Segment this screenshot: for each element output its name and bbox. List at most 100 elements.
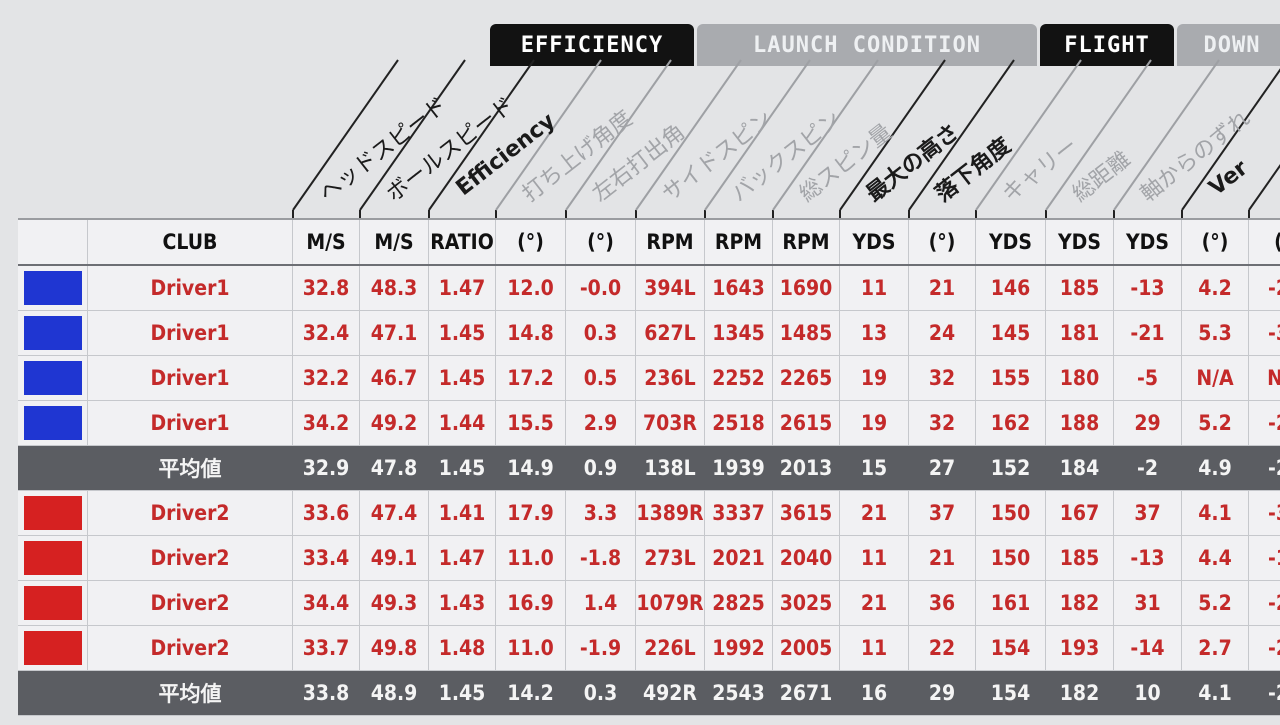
value-cell: 1643 [705,266,773,310]
column-header: RPM [705,220,773,264]
value-cell: 150 [976,491,1046,535]
value-cell: -3 [1249,491,1280,535]
value-cell: 2518 [705,401,773,445]
tab-flight[interactable]: FLIGHT [1040,24,1174,66]
value-cell: 180 [1046,356,1114,400]
value-cell: 2013 [773,446,840,490]
value-cell: 5.2 [1182,581,1249,625]
color-swatch-cell [18,356,88,400]
value-cell: 48.9 [360,671,429,715]
value-cell: 31 [1114,581,1182,625]
value-cell: 4.4 [1182,536,1249,580]
value-cell: 14.2 [496,671,566,715]
value-cell: 16 [840,671,909,715]
value-cell: 2265 [773,356,840,400]
value-cell: 1485 [773,311,840,355]
color-swatch-cell [18,401,88,445]
value-cell: 2825 [705,581,773,625]
value-cell: 492R [636,671,705,715]
column-header: (°) [496,220,566,264]
table-row[interactable]: Driver2 33.6 47.4 1.41 17.9 3.3 1389R 3337 3615 2… [18,491,1280,536]
column-header: (°) [566,220,636,264]
value-cell: 21 [909,536,976,580]
value-cell: 19 [840,356,909,400]
club-name: Driver2 [88,536,293,580]
value-cell: -2 [1249,446,1280,490]
value-cell: -2 [1249,266,1280,310]
value-cell: 14.9 [496,446,566,490]
club-name: 平均値 [88,671,293,715]
value-cell: 37 [1114,491,1182,535]
average-row[interactable]: 平均値 33.8 48.9 1.45 14.2 0.3 492R 2543 2671 16 29 15… [18,671,1280,716]
value-cell: -2 [1249,401,1280,445]
value-cell: 29 [1114,401,1182,445]
value-cell: 32 [909,356,976,400]
value-cell: -21 [1114,311,1182,355]
value-cell: N/A [1182,356,1249,400]
table-header-row: CLUB M/S M/S RATIO (°) (°) RPM RPM RPM YDS (°) YDS Y… [18,220,1280,266]
table-row[interactable]: Driver1 32.8 48.3 1.47 12.0 -0.0 394L 1643 1690 1… [18,266,1280,311]
value-cell: 11.0 [496,626,566,670]
value-cell: 1345 [705,311,773,355]
table-row[interactable]: Driver1 32.4 47.1 1.45 14.8 0.3 627L 1345 1485 13… [18,311,1280,356]
value-cell: -2 [1114,446,1182,490]
value-cell: 49.1 [360,536,429,580]
value-cell: -1.8 [566,536,636,580]
column-header: RATIO [429,220,496,264]
value-cell: 703R [636,401,705,445]
value-cell: 167 [1046,491,1114,535]
value-cell: 0.3 [566,671,636,715]
blue-color-swatch [23,316,82,350]
value-cell: 1.45 [429,311,496,355]
value-cell: 37 [909,491,976,535]
column-header [18,220,88,264]
value-cell: 226L [636,626,705,670]
value-cell: 15 [840,446,909,490]
color-swatch-cell [18,446,88,490]
blue-color-swatch [23,271,82,305]
value-cell: 33.8 [293,671,360,715]
column-header: (°) [909,220,976,264]
tab-launch-condition[interactable]: LAUNCH CONDITION [697,24,1037,66]
club-name: Driver1 [88,401,293,445]
column-header: CLUB [88,220,293,264]
column-header: YDS [1046,220,1114,264]
table-row[interactable]: Driver2 33.7 49.8 1.48 11.0 -1.9 226L 1992 2005 1… [18,626,1280,671]
value-cell: 2005 [773,626,840,670]
value-cell: 4.2 [1182,266,1249,310]
average-row[interactable]: 平均値 32.9 47.8 1.45 14.9 0.9 138L 1939 2013 15 27 15… [18,446,1280,491]
value-cell: 152 [976,446,1046,490]
value-cell: 394L [636,266,705,310]
value-cell: 49.3 [360,581,429,625]
value-cell: 4.1 [1182,491,1249,535]
value-cell: 2021 [705,536,773,580]
tab-efficiency[interactable]: EFFICIENCY [490,24,694,66]
table-row[interactable]: Driver1 32.2 46.7 1.45 17.2 0.5 236L 2252 2265 19… [18,356,1280,401]
table-row[interactable]: Driver1 34.2 49.2 1.44 15.5 2.9 703R 2518 2615 19… [18,401,1280,446]
value-cell: 0.5 [566,356,636,400]
value-cell: 3.3 [566,491,636,535]
red-color-swatch [23,541,82,575]
value-cell: 15.5 [496,401,566,445]
value-cell: 184 [1046,446,1114,490]
value-cell: 0.3 [566,311,636,355]
value-cell: 1.47 [429,266,496,310]
value-cell: 49.2 [360,401,429,445]
value-cell: 21 [840,581,909,625]
value-cell: 2252 [705,356,773,400]
value-cell: 627L [636,311,705,355]
table-row[interactable]: Driver2 33.4 49.1 1.47 11.0 -1.8 273L 2021 2040 1… [18,536,1280,581]
value-cell: 181 [1046,311,1114,355]
value-cell: 21 [840,491,909,535]
value-cell: 4.1 [1182,671,1249,715]
value-cell: 47.1 [360,311,429,355]
value-cell: -5 [1114,356,1182,400]
club-name: 平均値 [88,446,293,490]
value-cell: 32 [909,401,976,445]
value-cell: 48.3 [360,266,429,310]
table-row[interactable]: Driver2 34.4 49.3 1.43 16.9 1.4 1079R 2825 3025 2… [18,581,1280,626]
value-cell: 27 [909,446,976,490]
column-header: RPM [636,220,705,264]
club-name: Driver2 [88,491,293,535]
tab-down[interactable]: DOWN [1177,24,1280,66]
